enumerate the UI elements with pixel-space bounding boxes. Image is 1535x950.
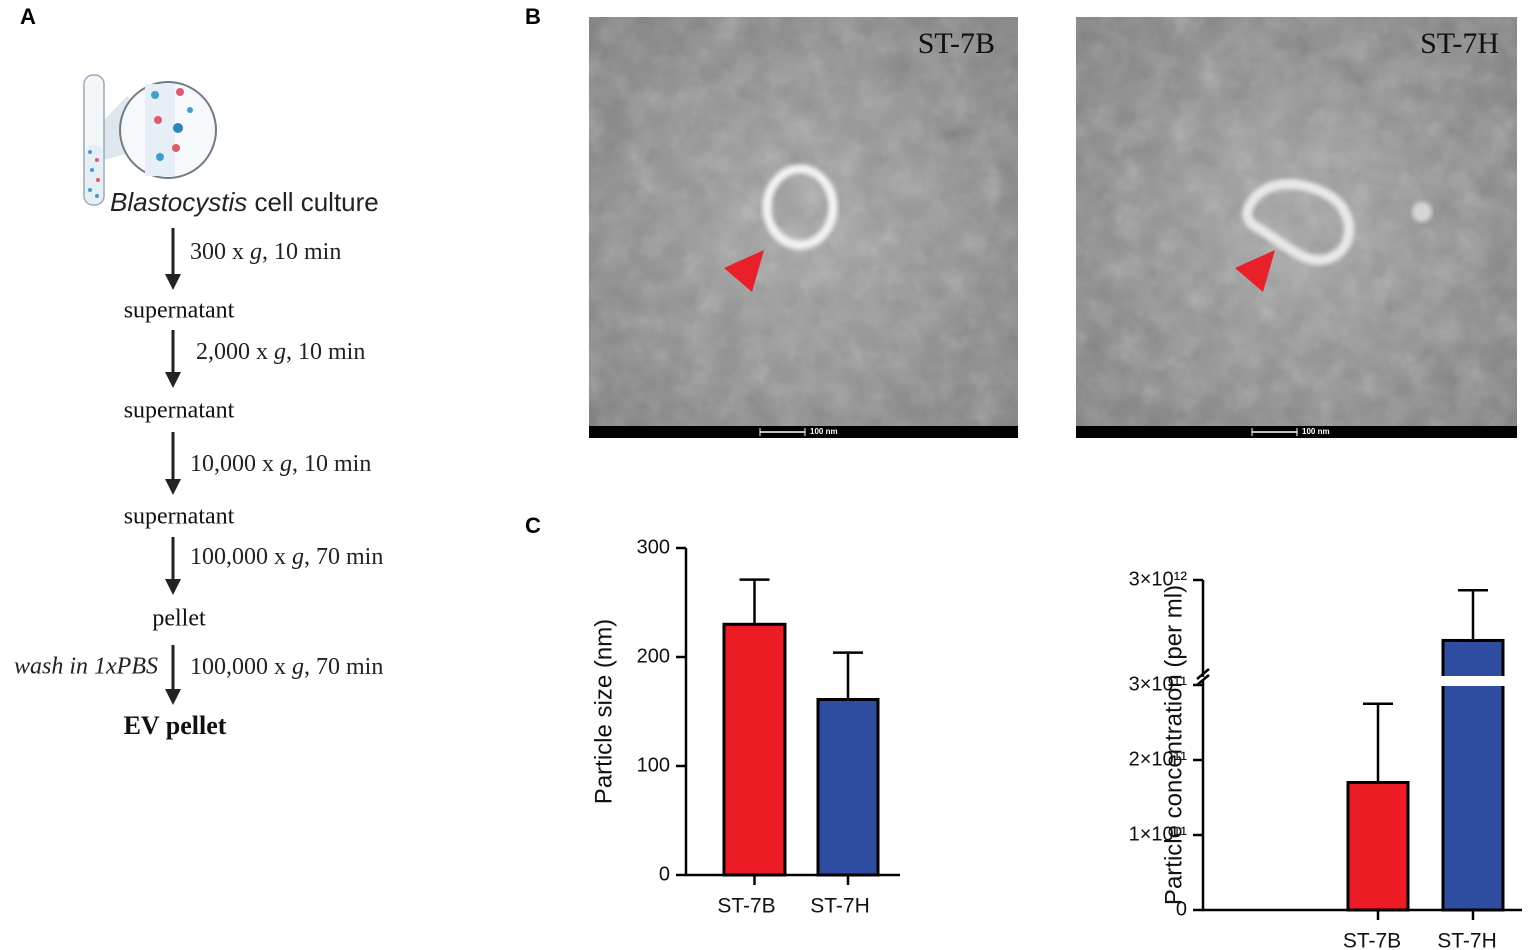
organism: Blastocystis [110,187,247,217]
y-tick-label: 100 [637,754,670,776]
condition-part: 100,000 x [190,544,292,570]
condition-part: g [292,654,304,680]
condition-part: g [280,451,292,477]
x-tick-label: ST-7B [1343,930,1401,950]
condition-part: , 10 min [292,451,371,477]
condition-part: , 70 min [304,654,383,680]
y-tick-label: 0 [659,863,670,885]
product: pellet [152,606,206,632]
x-tick-label: ST-7H [1437,930,1497,950]
micrograph [1076,17,1517,438]
micrographs: ST-7B 100 nm ST-7H 100 nm [589,17,1517,438]
product: supernatant [124,504,235,530]
condition-part: , 10 min [286,339,365,365]
bar-break-gap [1440,676,1506,686]
condition-part: 100,000 x [190,654,292,680]
panel-label: C [525,513,541,538]
y-tick-label: 0 [1176,898,1187,920]
condition-part: 300 x [190,239,250,265]
scale-bar-label: 100 nm [810,427,838,436]
axis-break [1196,674,1210,686]
charts: 0 100 200 300 Particle size (nm) ST-7B ST-7H 0 1… [590,536,1522,950]
y-tick-label: 3×10¹² [1129,568,1188,590]
y-tick-label: 3×10¹¹ [1129,673,1188,695]
condition-part: , 70 min [304,544,383,570]
arrow-head [165,274,181,290]
micrograph-label: ST-7B [918,27,995,60]
product: supernatant [124,298,235,324]
condition: 100,000 x g, 70 min [190,654,383,680]
source-label: Blastocystis cell culture [110,187,379,217]
bar [722,622,787,877]
scale-bar-label: 100 nm [1302,427,1330,436]
bar [1346,781,1410,912]
y-axis-label: Particle size (nm) [590,619,617,804]
condition-part: , 10 min [262,239,341,265]
arrow-head [165,579,181,595]
y-tick-label: 1×10¹¹ [1129,823,1188,845]
micrograph [589,17,1018,438]
condition-part: g [250,239,262,265]
y-tick-label: 200 [637,645,670,667]
y-tick-label: 2×10¹¹ [1129,748,1188,770]
arrow-head [165,689,181,705]
x-tick-label: ST-7H [810,895,870,918]
panel-label: A [20,4,36,29]
axis-break [1196,668,1210,680]
y-axis-label: Particle concentration (per ml) [1160,585,1187,905]
condition: 100,000 x g, 70 min [190,544,383,570]
condition: 300 x g, 10 min [190,239,341,265]
condition: 2,000 x g, 10 min [196,339,365,365]
panel-label: B [525,4,541,29]
condition-part: 2,000 x [196,339,274,365]
condition-part: g [292,544,304,570]
tube-illustration [83,74,217,206]
condition-part: g [274,339,286,365]
condition: 10,000 x g, 10 min [190,451,371,477]
bar [816,698,880,877]
product: EV pellet [124,711,227,740]
condition-part: 10,000 x [190,451,280,477]
arrow-head [165,479,181,495]
arrow-head [165,372,181,388]
y-tick-label: 300 [637,536,670,558]
micrograph-label: ST-7H [1420,27,1499,60]
product: supernatant [124,398,235,424]
x-tick-label: ST-7B [717,895,775,918]
note: wash in 1xPBS [14,654,158,680]
source-text: cell culture [247,187,379,217]
